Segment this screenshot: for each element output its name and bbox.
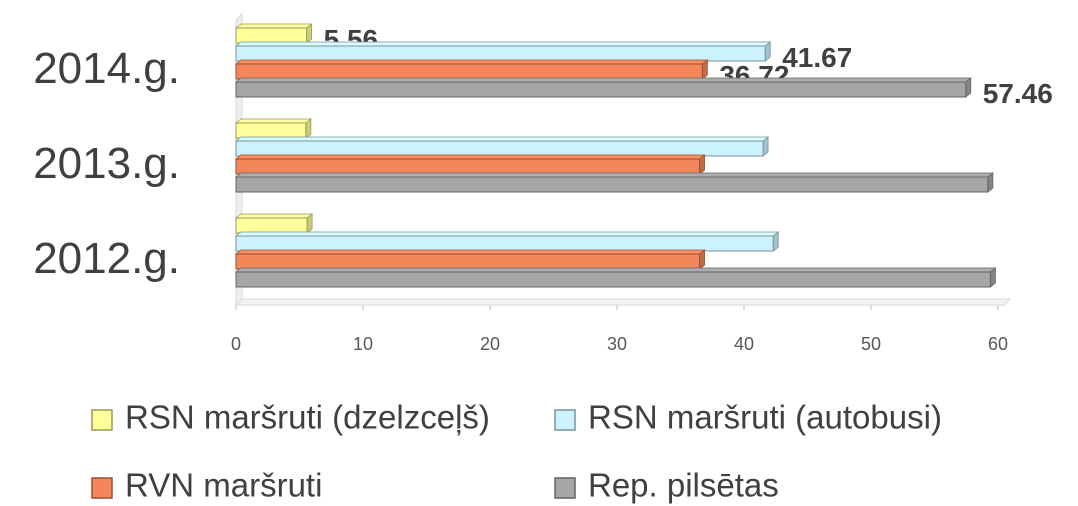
x-tick-label: 40 — [734, 334, 754, 354]
data-label: 57.46 — [983, 78, 1053, 109]
bar — [235, 271, 991, 288]
legend-label: RSN maršruti (dzelzceļš) — [125, 399, 490, 436]
bar — [235, 81, 967, 98]
legend-marker — [91, 477, 113, 499]
category-label: 2013.g. — [33, 139, 180, 188]
bar — [235, 63, 703, 80]
bar — [235, 176, 989, 193]
bar — [235, 158, 701, 175]
bar — [235, 45, 766, 62]
x-tick-label: 50 — [861, 334, 881, 354]
bar-top — [234, 172, 994, 178]
x-tick-label: 30 — [607, 334, 627, 354]
bar — [235, 235, 774, 252]
legend-label: RSN maršruti (autobusi) — [588, 399, 942, 436]
legend-marker — [91, 409, 113, 431]
bar — [235, 27, 308, 44]
x-tick-label: 10 — [353, 334, 373, 354]
legend-marker — [554, 409, 576, 431]
x-tick-label: 0 — [231, 334, 241, 354]
bar-top — [234, 154, 706, 160]
legend-marker — [554, 477, 576, 499]
bar — [235, 122, 307, 139]
bar-top — [234, 231, 780, 237]
floor — [234, 298, 1012, 306]
bar-top — [234, 118, 312, 124]
x-tick-label: 60 — [988, 334, 1008, 354]
bar-top — [234, 136, 770, 142]
bar-top — [234, 267, 997, 273]
bar — [235, 217, 308, 234]
bar — [235, 140, 764, 157]
bar-top — [234, 23, 313, 29]
x-tick-label: 20 — [480, 334, 500, 354]
bar-top — [234, 59, 709, 65]
bar-top — [234, 249, 706, 255]
bar-top — [234, 213, 314, 219]
data-label: 41.67 — [782, 42, 852, 73]
legend-label: Rep. pilsētas — [588, 467, 779, 504]
bar-top — [234, 77, 972, 83]
bar — [235, 253, 701, 270]
bar-top — [234, 41, 772, 47]
category-label: 2014.g. — [33, 44, 180, 93]
legend-label: RVN maršruti — [125, 467, 322, 504]
category-label: 2012.g. — [33, 234, 180, 283]
